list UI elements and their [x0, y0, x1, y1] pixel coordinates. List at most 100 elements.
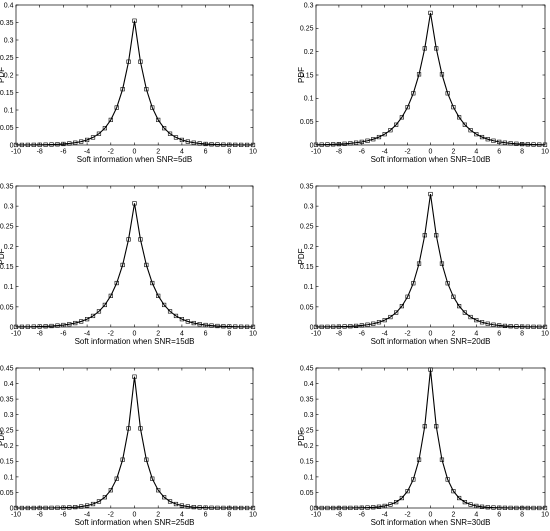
data-point-marker — [502, 323, 508, 329]
data-point-marker — [209, 142, 214, 147]
y-tick-label: 0.3 — [4, 412, 14, 419]
data-point-marker — [167, 499, 173, 504]
data-point-marker — [474, 132, 479, 137]
data-point-marker — [144, 457, 149, 462]
plot-area-frame — [15, 367, 254, 509]
data-point-marker — [491, 322, 496, 327]
data-point-marker — [150, 476, 155, 481]
data-point-marker — [485, 137, 490, 142]
data-point-marker — [485, 505, 490, 510]
data-point-marker — [485, 321, 490, 326]
x-tick-label: -2 — [404, 149, 410, 156]
data-point-marker — [138, 59, 143, 64]
data-point-marker — [508, 141, 513, 146]
y-tick-label: 0.05 — [300, 304, 314, 311]
data-point-marker — [162, 126, 167, 131]
y-tick-label: 0.1 — [4, 284, 14, 291]
x-tick-label: -4 — [84, 331, 90, 338]
x-tick-label: 4 — [180, 149, 184, 156]
data-point-marker — [197, 141, 202, 146]
y-tick-label: 0.45 — [300, 365, 314, 372]
y-tick-label: 0.25 — [300, 224, 314, 231]
chart-panel-1: -10 -8 -6 -4 -2 0 2 4 6 8 10 0 0.05 0.1 0.15 0.2 0.25 0.3… — [0, 2, 257, 164]
data-point-marker — [525, 324, 530, 329]
x-tick-label: 10 — [249, 331, 257, 338]
data-point-marker — [191, 320, 196, 326]
data-point-marker — [31, 142, 36, 147]
y-tick-label: 0.4 — [4, 2, 14, 9]
data-point-marker — [25, 505, 30, 511]
x-tick-label: 2 — [451, 331, 455, 338]
data-point-marker — [353, 140, 359, 145]
data-point-marker — [525, 505, 530, 511]
data-point-marker — [31, 324, 36, 329]
data-point-marker — [90, 313, 96, 319]
data-point-marker — [542, 324, 548, 330]
data-point-marker — [150, 280, 155, 286]
data-point-marker — [313, 324, 319, 330]
data-point-marker — [221, 505, 226, 511]
data-point-marker — [434, 46, 439, 51]
series-line — [16, 376, 253, 509]
data-point-marker — [209, 505, 214, 510]
x-tick-label: 0 — [429, 512, 433, 519]
data-point-marker — [445, 477, 450, 482]
x-tick-label: 0 — [133, 149, 137, 156]
x-tick-label: 6 — [497, 512, 501, 519]
data-point-marker — [479, 320, 485, 325]
data-point-marker — [376, 134, 382, 140]
data-point-marker — [37, 142, 42, 147]
data-point-marker — [150, 105, 155, 110]
series-line — [315, 193, 546, 328]
data-point-marker — [434, 424, 439, 429]
chart-panel-6: -10 -8 -6 -4 -2 0 2 4 6 8 10 0 0.05 0.1 0.15 0.2 0.25 0.3… — [297, 365, 549, 527]
data-point-marker — [382, 318, 387, 323]
data-point-marker — [474, 318, 479, 323]
y-tick-label: 0 — [310, 505, 314, 512]
data-point-marker — [102, 126, 107, 131]
x-tick-label: 10 — [249, 149, 257, 156]
data-point-marker — [37, 505, 42, 511]
chart-panel-4: -10 -8 -6 -4 -2 0 2 4 6 8 10 0 0.05 0.1 0.15 0.2 0.25 0.3… — [297, 183, 549, 346]
data-point-marker — [108, 117, 113, 123]
plot-area-frame — [15, 4, 254, 146]
data-point-marker — [79, 139, 84, 144]
data-point-marker — [233, 324, 238, 329]
data-point-marker — [120, 262, 125, 268]
x-tick-label: -8 — [336, 512, 342, 519]
data-point-marker — [108, 293, 113, 298]
data-point-marker — [132, 374, 137, 379]
data-point-marker — [428, 191, 433, 197]
data-point-marker — [114, 280, 119, 286]
x-tick-label: -10 — [11, 149, 21, 156]
data-point-marker — [126, 59, 131, 64]
data-point-marker — [319, 505, 324, 511]
data-point-marker — [67, 141, 72, 146]
data-point-marker — [331, 324, 336, 329]
y-tick-label: 0.3 — [4, 204, 14, 211]
x-tick-label: 6 — [204, 149, 208, 156]
data-point-marker — [497, 323, 502, 328]
data-point-marker — [55, 505, 60, 510]
data-point-marker — [502, 140, 508, 145]
y-tick-label: 0.05 — [0, 125, 14, 132]
data-point-marker — [179, 317, 185, 322]
data-point-marker — [126, 426, 131, 431]
data-point-marker — [197, 322, 202, 327]
data-point-marker — [405, 105, 410, 110]
plot-area-frame — [15, 185, 254, 328]
data-point-marker — [468, 314, 473, 320]
data-point-marker — [457, 115, 462, 120]
data-point-marker — [191, 505, 196, 510]
x-tick-label: 8 — [520, 512, 524, 519]
x-axis-label: Soft information when SNR=30dB — [371, 518, 491, 527]
data-point-marker — [342, 324, 347, 329]
data-point-marker — [173, 313, 179, 319]
data-point-marker — [542, 505, 548, 511]
data-point-marker — [61, 141, 66, 147]
data-point-marker — [191, 140, 196, 145]
data-point-marker — [25, 324, 30, 329]
data-point-marker — [132, 201, 137, 206]
data-point-marker — [120, 87, 125, 92]
